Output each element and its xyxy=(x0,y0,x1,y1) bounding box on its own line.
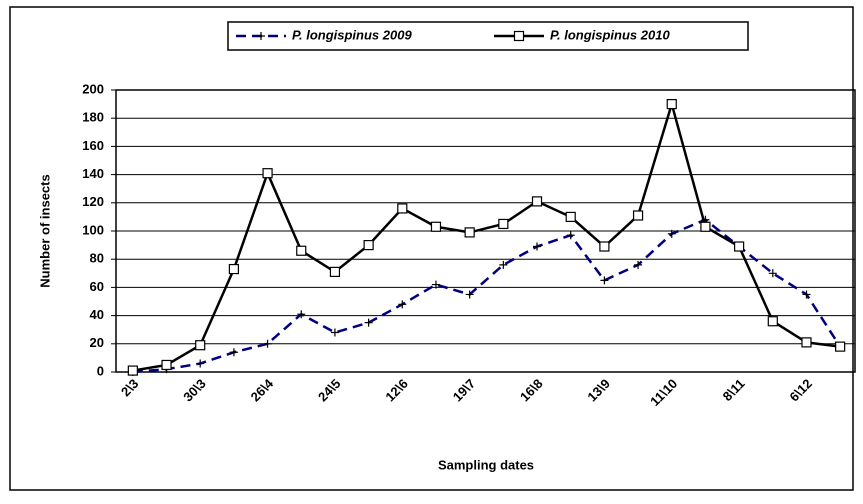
marker xyxy=(127,365,138,376)
y-tick-label: 200 xyxy=(82,81,104,96)
legend-label: P. longispinus 2010 xyxy=(550,27,670,42)
plot-area xyxy=(115,89,856,373)
marker xyxy=(161,359,172,371)
marker xyxy=(330,328,339,337)
y-tick-label: 140 xyxy=(82,166,104,181)
marker xyxy=(297,310,306,319)
marker xyxy=(801,337,812,348)
marker xyxy=(566,231,575,240)
marker xyxy=(498,218,509,230)
marker xyxy=(228,263,239,275)
legend-box xyxy=(227,21,749,51)
y-tick-label: 60 xyxy=(90,279,104,294)
marker xyxy=(262,168,273,179)
marker xyxy=(296,245,307,256)
marker xyxy=(397,203,408,214)
marker xyxy=(667,229,676,238)
marker xyxy=(768,269,777,278)
marker xyxy=(398,300,407,309)
marker xyxy=(565,211,576,222)
marker xyxy=(835,341,846,352)
y-tick-label: 80 xyxy=(90,251,104,266)
marker xyxy=(499,260,508,269)
legend-label: P. longispinus 2009 xyxy=(292,27,412,42)
marker xyxy=(464,227,475,238)
marker xyxy=(363,240,374,251)
series-line xyxy=(132,99,841,372)
marker xyxy=(600,276,609,285)
series-line xyxy=(132,218,842,374)
marker xyxy=(767,316,778,327)
marker xyxy=(531,196,543,207)
y-tick-label: 160 xyxy=(82,138,104,153)
marker xyxy=(599,241,610,252)
marker xyxy=(634,260,643,269)
y-tick-label: 120 xyxy=(82,194,104,209)
marker xyxy=(666,98,677,110)
marker xyxy=(465,290,474,299)
marker xyxy=(513,30,525,42)
marker xyxy=(196,359,205,368)
marker xyxy=(364,318,373,327)
chart-frame xyxy=(9,6,854,491)
marker xyxy=(329,266,341,277)
y-tick-label: 20 xyxy=(90,335,104,350)
y-tick-label: 100 xyxy=(82,222,104,237)
y-axis-label: Number of insects xyxy=(37,174,52,287)
marker xyxy=(431,280,440,289)
y-tick-label: 40 xyxy=(90,307,104,322)
marker xyxy=(632,210,644,221)
x-axis-label: Sampling dates xyxy=(438,457,534,472)
marker xyxy=(195,340,206,351)
marker xyxy=(802,290,811,299)
marker xyxy=(257,32,265,40)
marker xyxy=(229,348,238,357)
marker xyxy=(263,339,272,348)
marker xyxy=(430,221,442,232)
marker xyxy=(533,242,542,251)
marker xyxy=(734,241,745,252)
y-tick-label: 180 xyxy=(82,110,104,125)
marker xyxy=(700,221,711,232)
y-tick-label: 0 xyxy=(97,363,104,378)
